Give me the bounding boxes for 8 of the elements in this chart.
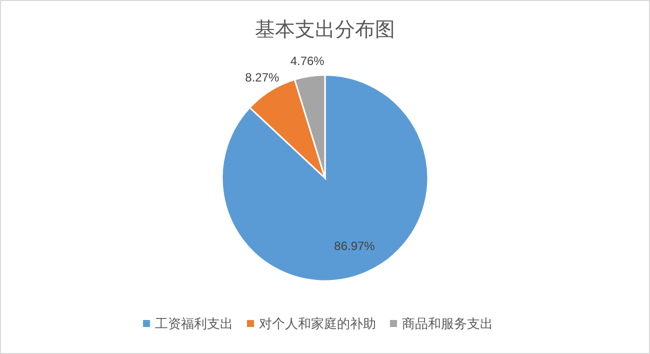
data-label: 4.76% [290,54,325,68]
legend-label: 对个人和家庭的补助 [259,316,376,331]
legend-label: 商品和服务支出 [402,316,493,331]
legend-label: 工资福利支出 [155,316,233,331]
data-label: 8.27% [245,70,280,85]
pie-slice [221,74,429,282]
chart-title: 基本支出分布图 [255,19,395,41]
data-label: 86.97% [334,239,376,254]
